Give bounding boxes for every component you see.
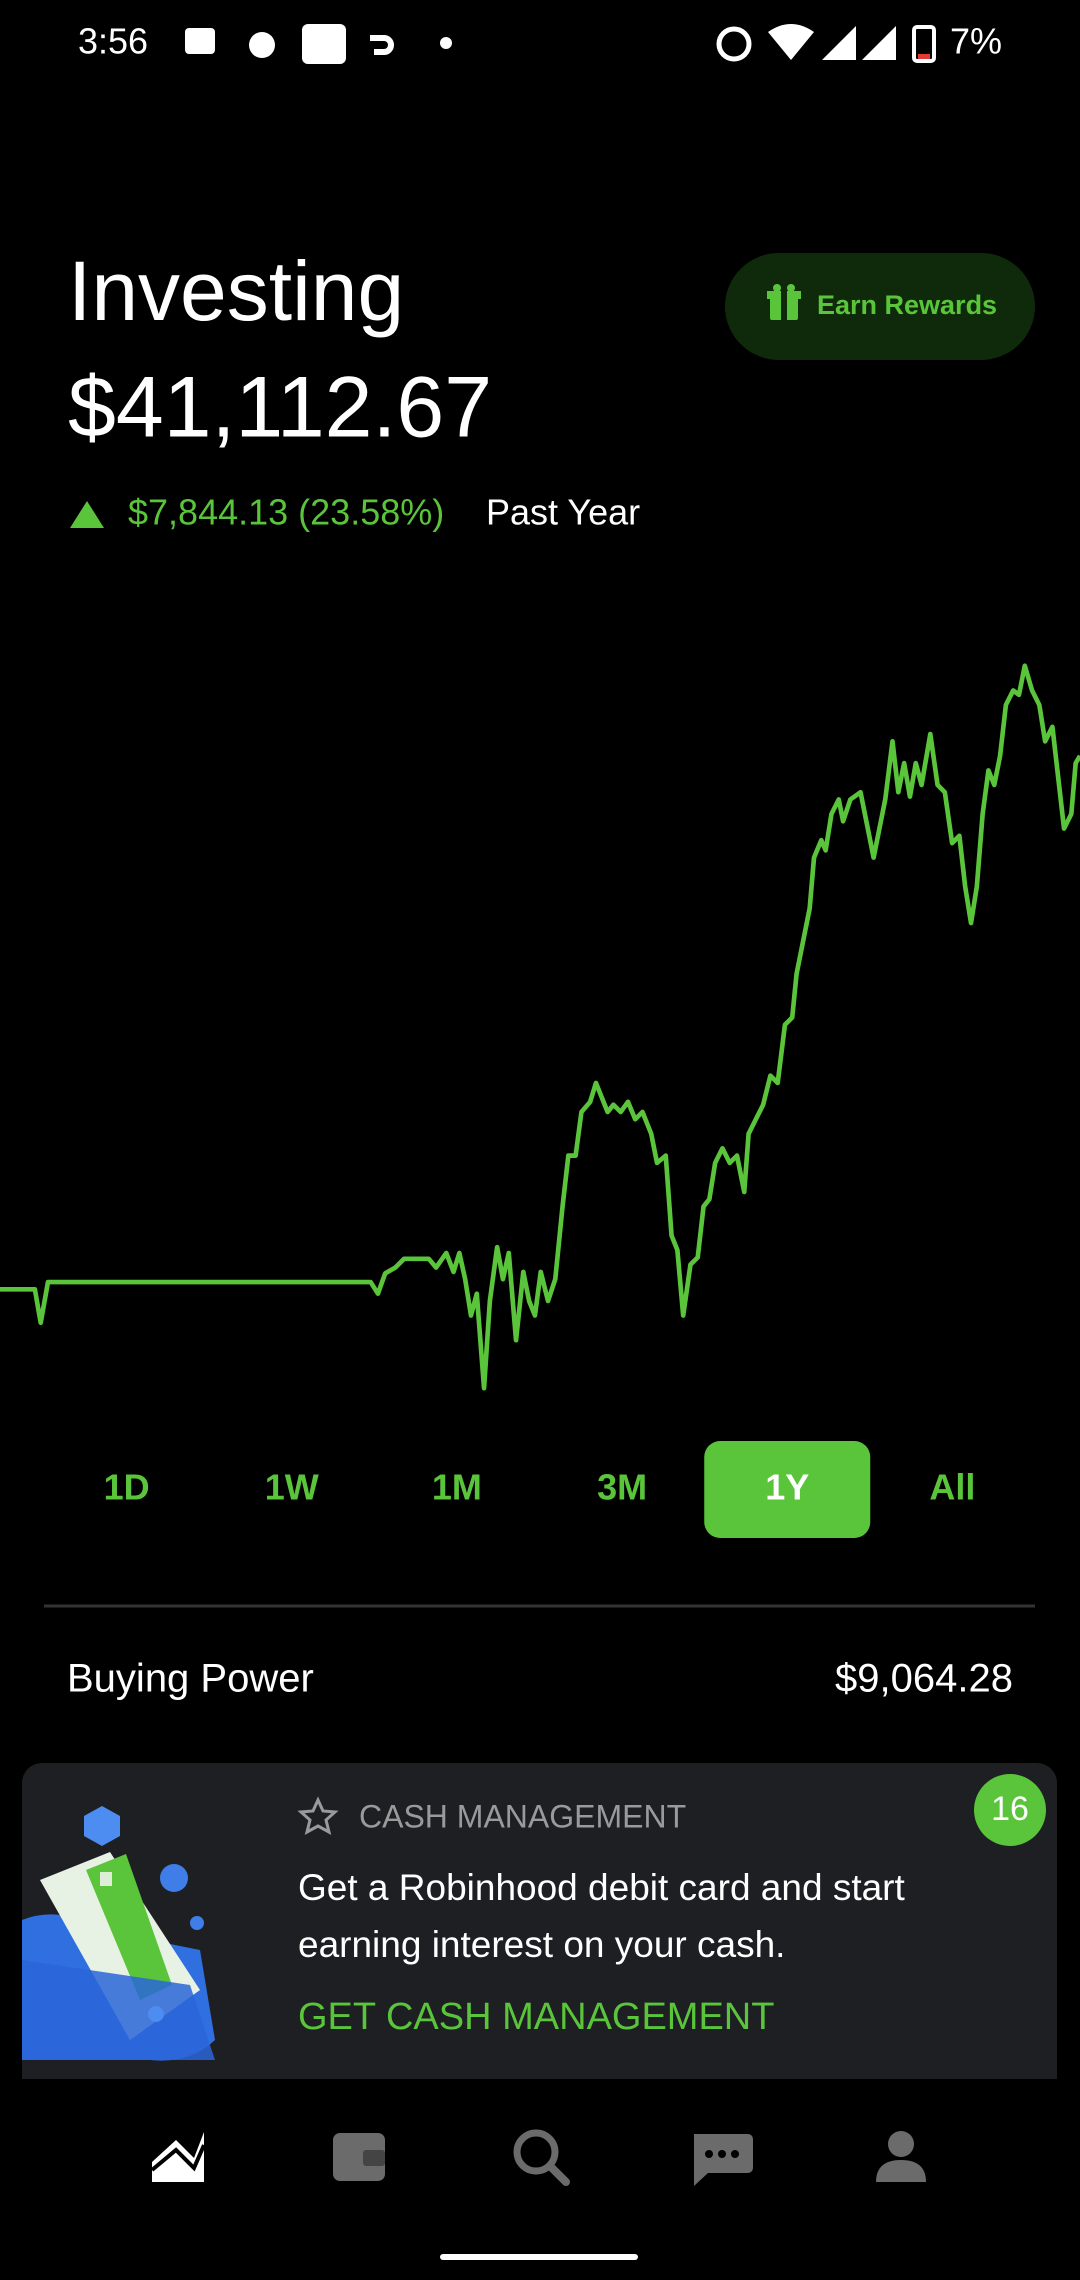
icon-dot <box>440 37 452 49</box>
gift-icon <box>767 284 801 320</box>
range-label: 1Y <box>765 1467 809 1508</box>
range-button[interactable]: 1Y <box>704 1441 871 1538</box>
icon-return <box>370 35 394 55</box>
promo-text-line: earning interest on your cash. <box>298 1924 785 1965</box>
icon-signal-1 <box>822 26 856 60</box>
range-button[interactable]: All <box>929 1467 975 1508</box>
status-icons <box>185 24 936 64</box>
range-button[interactable]: 3M <box>597 1467 647 1508</box>
nav-search[interactable] <box>513 2129 570 2186</box>
nav-messages[interactable] <box>694 2134 753 2186</box>
page-title: Investing <box>68 244 404 338</box>
range-selector: 1D 1W 1M 3M 1Y All <box>104 1441 975 1538</box>
range-label: 3M <box>597 1467 647 1508</box>
nav-wallet[interactable] <box>333 2133 385 2181</box>
portfolio-value: $41,112.67 <box>68 360 492 456</box>
range-button[interactable]: 1W <box>265 1467 319 1508</box>
card-background <box>22 1763 1057 2079</box>
portfolio-line <box>0 663 1080 1391</box>
card-illustration <box>22 1806 215 2061</box>
icon-timer <box>249 32 275 58</box>
icon-alarm <box>716 26 752 62</box>
promo-category: CASH MANAGEMENT <box>359 1798 686 1834</box>
promo-text-line: Get a Robinhood debit card and start <box>298 1867 905 1908</box>
promo-cta[interactable]: GET CASH MANAGEMENT <box>298 1996 774 2038</box>
buying-power-value: $9,064.28 <box>835 1657 1013 1701</box>
icon-signal-2 <box>862 26 896 60</box>
status-battery: 7% <box>950 21 1002 62</box>
button-label: Earn Rewards <box>817 290 997 320</box>
icon-message <box>185 28 215 54</box>
buying-power-row[interactable]: Buying Power $9,064.28 <box>67 1657 1013 1701</box>
change-arrow <box>70 501 104 528</box>
earn-rewards-button[interactable]: Earn Rewards <box>725 253 1035 360</box>
range-selected-background <box>704 1441 871 1538</box>
nav-account[interactable] <box>876 2131 926 2182</box>
home-indicator <box>440 2254 638 2260</box>
battery-level <box>918 54 930 59</box>
change-period: Past Year <box>486 492 640 533</box>
range-label: All <box>929 1467 975 1508</box>
range-button[interactable]: 1M <box>432 1467 482 1508</box>
status-time: 3:56 <box>78 21 148 62</box>
range-label: 1M <box>432 1467 482 1508</box>
promo-card[interactable]: CASH MANAGEMENT 16 Get a Robinhood debit… <box>22 1763 1057 2079</box>
badge-count: 16 <box>991 1790 1029 1828</box>
badge <box>974 1774 1046 1846</box>
buying-power-label: Buying Power <box>67 1657 314 1701</box>
change-amount: $7,844.13 (23.58%) <box>128 492 444 533</box>
nav-home[interactable] <box>150 2132 206 2182</box>
range-label: 1D <box>104 1467 150 1508</box>
portfolio-chart <box>0 663 1080 1391</box>
icon-wifi <box>768 24 814 60</box>
range-label: 1W <box>265 1467 319 1508</box>
star-icon <box>297 1796 339 1835</box>
range-button[interactable]: 1D <box>104 1467 150 1508</box>
button-background <box>725 253 1035 360</box>
icon-bag <box>302 24 346 64</box>
icon-battery <box>912 25 936 63</box>
